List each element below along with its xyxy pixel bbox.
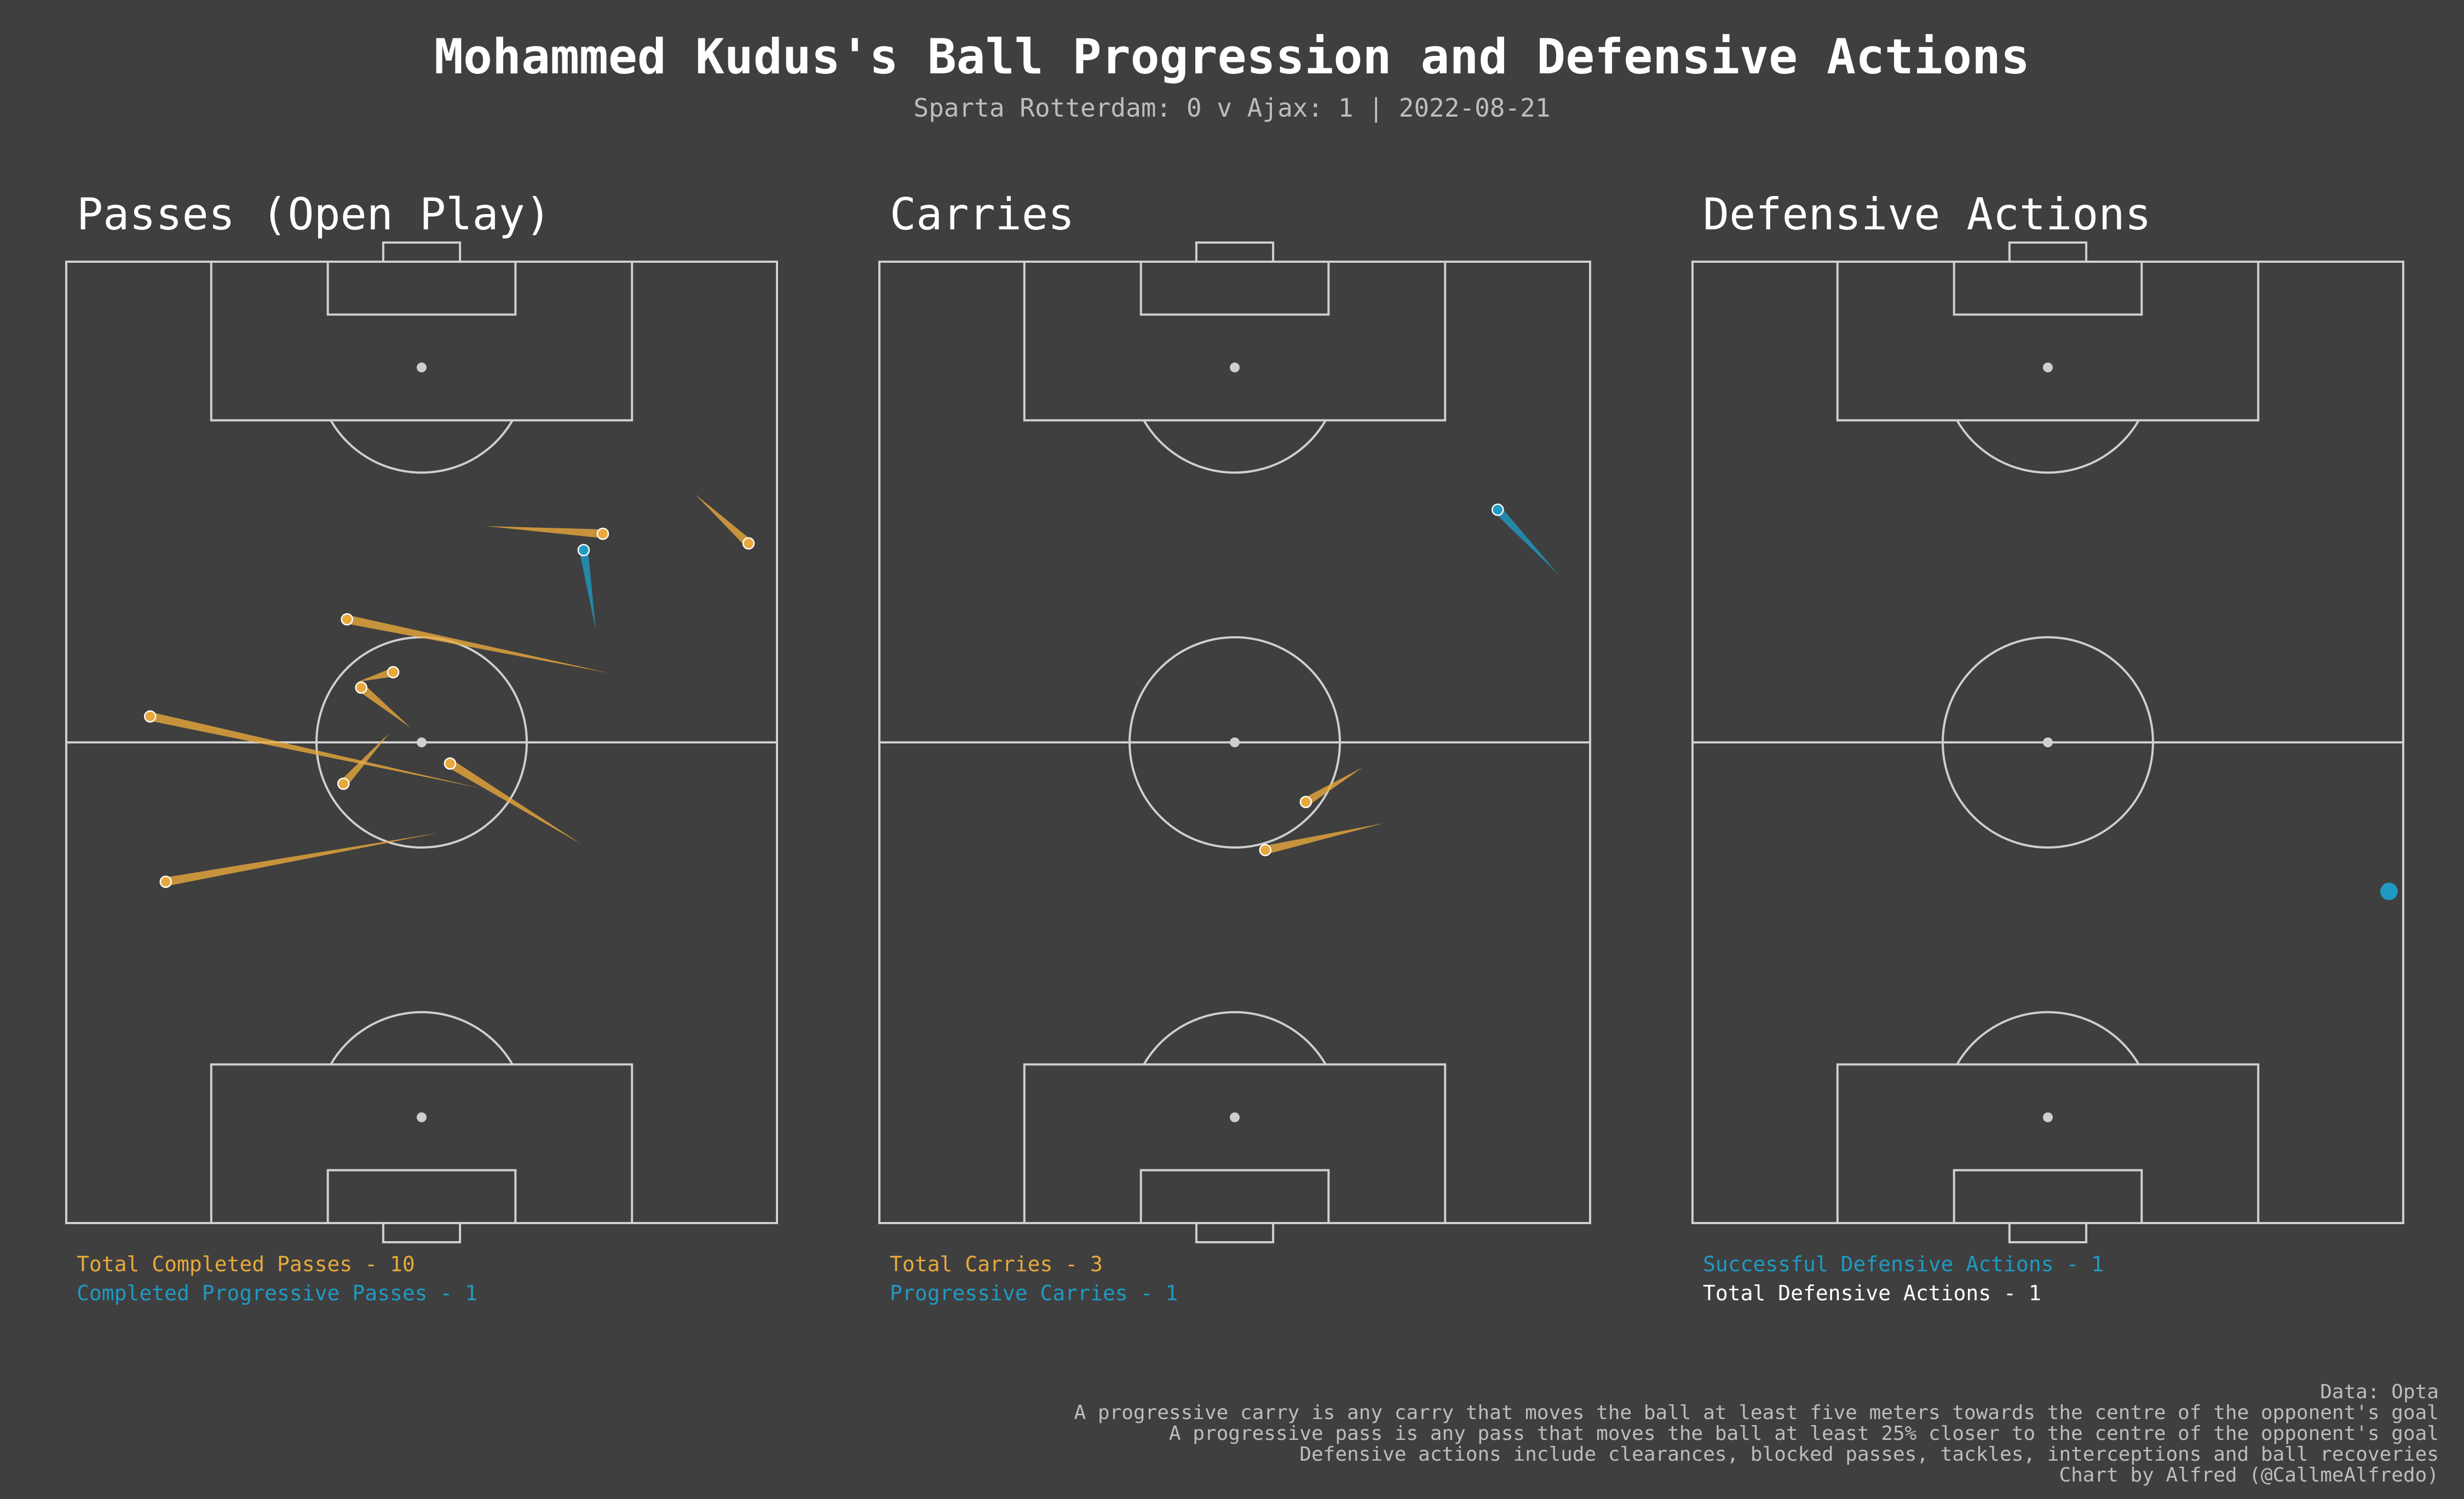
- pass-2-trail: [346, 615, 610, 673]
- pass-6-trail: [447, 759, 582, 845]
- match-subtitle: Sparta Rotterdam: 0 v Ajax: 1 | 2022-08-…: [913, 93, 1551, 123]
- pass-3-trail: [358, 668, 395, 682]
- penalty-arc-top: [1956, 419, 2140, 474]
- centre-spot: [1230, 737, 1240, 747]
- note-defensive-actions: Defensive actions include clearances, bl…: [1299, 1443, 2439, 1466]
- note-progressive-pass: A progressive pass is any pass that move…: [1168, 1422, 2439, 1445]
- penalty-box-top: [1836, 261, 2260, 422]
- goal-bottom: [1195, 1222, 1275, 1243]
- six-yard-box-bottom: [326, 1169, 517, 1224]
- pass-9-trail: [579, 549, 596, 630]
- centre-circle: [1942, 636, 2154, 849]
- centre-circle: [1129, 636, 1341, 849]
- pass-7-marker: [337, 777, 350, 790]
- penalty-box-top: [210, 261, 634, 422]
- passes-total-stat: Total Completed Passes - 10: [77, 1252, 415, 1276]
- carries-progressive-stat: Progressive Carries - 1: [890, 1281, 1178, 1305]
- pass-0-marker: [596, 527, 609, 540]
- carry-2-trail: [1494, 506, 1558, 574]
- penalty-spot-top: [1230, 362, 1240, 373]
- penalty-arc-bottom: [330, 1011, 514, 1065]
- centre-spot: [417, 737, 427, 747]
- penalty-spot-bottom: [417, 1112, 427, 1122]
- penalty-arc-top: [330, 419, 514, 474]
- penalty-box-bottom: [210, 1063, 634, 1224]
- goal-bottom: [2008, 1222, 2088, 1243]
- penalty-arc-bottom: [1143, 1011, 1327, 1065]
- penalty-spot-top: [2043, 362, 2053, 373]
- goal-top: [1195, 241, 1275, 263]
- defensive-successful-stat: Successful Defensive Actions - 1: [1703, 1252, 2104, 1276]
- penalty-spot-bottom: [1230, 1112, 1240, 1122]
- data-source: Data: Opta: [2320, 1381, 2439, 1403]
- goal-bottom: [382, 1222, 462, 1243]
- pass-7-trail: [340, 733, 390, 787]
- pass-5-marker: [143, 710, 157, 723]
- penalty-box-top: [1023, 261, 1447, 422]
- carry-1-marker: [1259, 844, 1272, 856]
- pass-9-marker: [577, 544, 590, 557]
- pass-8-trail: [165, 833, 440, 886]
- pass-3-marker: [387, 666, 400, 679]
- pass-8-marker: [159, 875, 172, 888]
- pass-1-marker: [742, 537, 755, 550]
- six-yard-box-top: [1139, 261, 1330, 316]
- pass-4-trail: [358, 684, 411, 728]
- six-yard-box-top: [1953, 261, 2143, 316]
- pitch-passes: [65, 241, 778, 1243]
- six-yard-box-bottom: [1139, 1169, 1330, 1224]
- carry-0-marker: [1299, 795, 1312, 809]
- carries-total-stat: Total Carries - 3: [890, 1252, 1103, 1276]
- note-progressive-carry: A progressive carry is any carry that mo…: [1074, 1402, 2439, 1424]
- pitch-carries: [878, 241, 1591, 1243]
- carry-0-trail: [1303, 767, 1363, 806]
- penalty-arc-top: [1143, 419, 1327, 474]
- six-yard-box-bottom: [1953, 1169, 2143, 1224]
- goal-top: [382, 241, 462, 263]
- pass-5-trail: [149, 712, 482, 789]
- defensive-panel-title: Defensive Actions: [1703, 189, 2151, 240]
- defensive-total-stat: Total Defensive Actions - 1: [1703, 1281, 2041, 1305]
- pass-4-marker: [355, 681, 367, 694]
- passes-progressive-stat: Completed Progressive Passes - 1: [77, 1281, 478, 1305]
- six-yard-box-top: [326, 261, 517, 316]
- pass-2-marker: [341, 613, 353, 626]
- carry-1-trail: [1264, 823, 1384, 855]
- carries-panel-title: Carries: [890, 189, 1075, 240]
- page-title: Mohammed Kudus's Ball Progression and De…: [434, 28, 2030, 85]
- defensive-action-0-marker: [2380, 883, 2398, 901]
- pitch-defensive: [1691, 241, 2404, 1243]
- pass-1-trail: [695, 494, 752, 547]
- pass-0-trail: [485, 526, 603, 538]
- passes-panel-title: Passes (Open Play): [77, 189, 551, 240]
- pass-6-marker: [444, 757, 457, 770]
- centre-spot: [2043, 737, 2053, 747]
- penalty-spot-top: [417, 362, 427, 373]
- penalty-box-bottom: [1023, 1063, 1447, 1224]
- chart-credit: Chart by Alfred (@CallmeAlfredo): [2059, 1464, 2439, 1486]
- penalty-spot-bottom: [2043, 1112, 2053, 1122]
- penalty-arc-bottom: [1956, 1011, 2140, 1065]
- goal-top: [2008, 241, 2088, 263]
- penalty-box-bottom: [1836, 1063, 2260, 1224]
- carry-2-marker: [1492, 503, 1504, 516]
